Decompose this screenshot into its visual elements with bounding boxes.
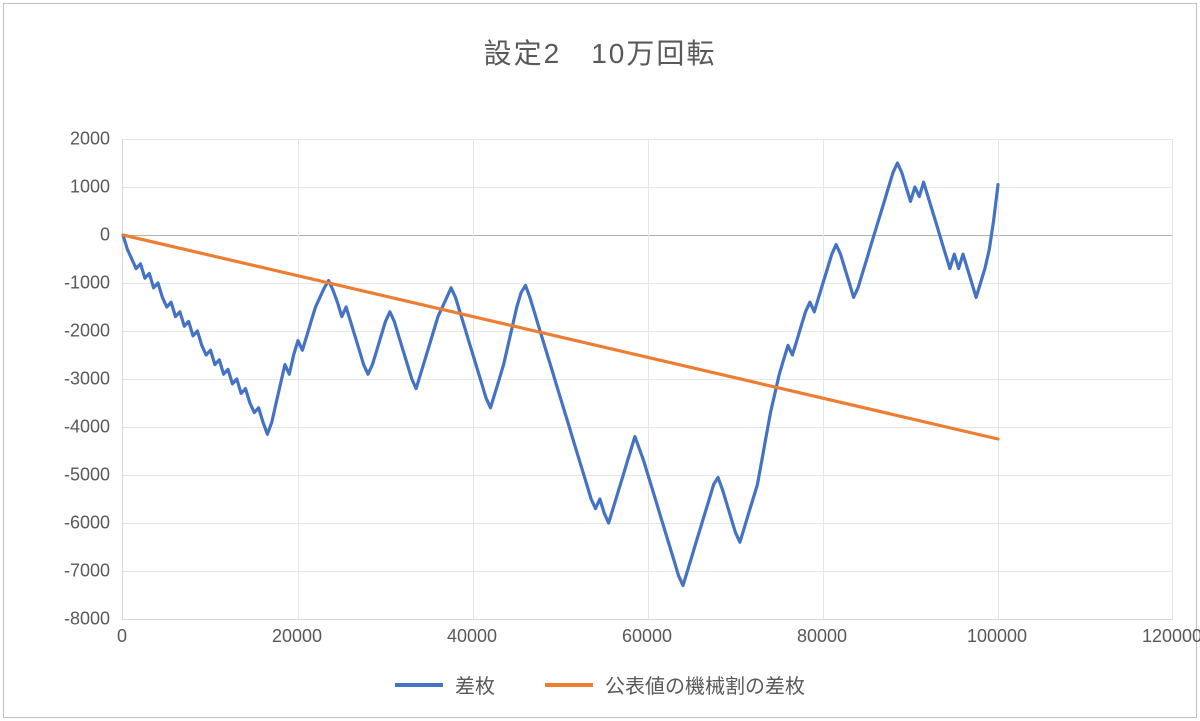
xtick-60000: 60000 [622,626,672,647]
xtick-20000: 20000 [272,626,322,647]
legend-label-0: 差枚 [455,670,495,699]
xtick-40000: 40000 [447,626,497,647]
ytick-n5000: -5000 [30,465,110,486]
ytick-n2000: -2000 [30,321,110,342]
ytick-0: 0 [30,225,110,246]
chart-series-svg [123,139,1173,619]
legend-item-0: 差枚 [395,670,495,699]
chart-title: 設定2 10万回転 [4,32,1196,72]
xtick-0: 0 [117,626,127,647]
legend-swatch-1 [545,683,593,687]
legend-item-1: 公表値の機械割の差枚 [545,670,805,699]
ytick-n6000: -6000 [30,513,110,534]
xtick-100000: 100000 [967,626,1027,647]
legend-swatch-0 [395,683,443,687]
xtick-80000: 80000 [797,626,847,647]
legend: 差枚 公表値の機械割の差枚 [4,670,1196,699]
ytick-n1000: -1000 [30,273,110,294]
ytick-n8000: -8000 [30,609,110,630]
ytick-n3000: -3000 [30,369,110,390]
chart-frame: 設定2 10万回転 2000 1000 0 -1000 -2000 -3000 … [3,3,1197,718]
plot-area [122,139,1173,620]
ytick-1000: 1000 [30,177,110,198]
series-line-samai [123,163,998,585]
ytick-n7000: -7000 [30,561,110,582]
ytick-n4000: -4000 [30,417,110,438]
legend-label-1: 公表値の機械割の差枚 [605,670,805,699]
ytick-2000: 2000 [30,129,110,150]
series-line-published [123,235,998,439]
xtick-120000: 120000 [1142,626,1200,647]
